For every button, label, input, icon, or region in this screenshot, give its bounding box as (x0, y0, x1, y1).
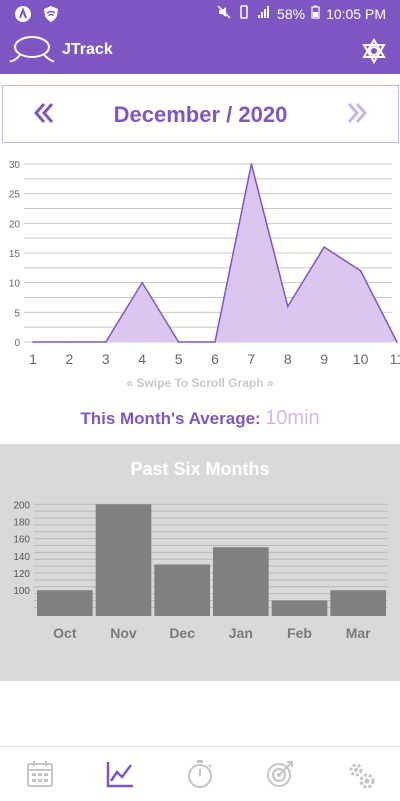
target-icon[interactable] (265, 759, 295, 794)
chart-icon[interactable] (105, 759, 135, 794)
month-label: December / 2020 (113, 102, 288, 127)
bar (37, 590, 93, 616)
x-tick-label: 2 (66, 351, 74, 367)
x-tick-label: Feb (287, 625, 312, 641)
month-navigator: December / 2020 (2, 85, 399, 143)
double-chevron-left-icon[interactable] (31, 98, 57, 133)
data-point (141, 281, 143, 284)
y-tick-label: 10 (9, 279, 21, 290)
battery-text: 58% (277, 5, 306, 22)
x-tick-label: Jan (229, 625, 253, 641)
y-tick-label: 200 (13, 500, 30, 511)
x-tick-label: 3 (102, 351, 110, 367)
mute-icon (217, 5, 231, 22)
x-tick-label: 10 (353, 351, 369, 367)
x-tick-label: 9 (320, 351, 328, 367)
y-tick-label: 0 (14, 338, 20, 349)
past-six-months-panel: Past Six Months 100 120 140 160 180 200 Oct Nov… (0, 444, 400, 681)
double-chevron-right-icon[interactable] (344, 98, 370, 133)
vibrate-icon (237, 5, 251, 22)
x-tick-label: Nov (110, 625, 137, 641)
data-point (287, 305, 289, 308)
bar (271, 600, 328, 616)
notification-icon (14, 5, 32, 26)
battery-icon (311, 5, 320, 22)
bar (330, 590, 386, 616)
x-tick-label: 4 (138, 351, 146, 367)
past-six-months-bar-chart: 100 120 140 160 180 200 Oct Nov Dec Jan Feb Mar (13, 500, 388, 641)
data-point (177, 341, 180, 343)
y-tick-label: 160 (13, 535, 30, 546)
x-tick-label: 7 (248, 351, 256, 367)
x-tick-label: Mar (346, 625, 371, 641)
data-point (32, 341, 34, 343)
average-value: 10min (265, 407, 320, 429)
calendar-icon[interactable] (25, 759, 55, 794)
shield-icon (42, 5, 60, 26)
status-bar: 58% 10:05 PM (0, 0, 400, 28)
past-six-months-title: Past Six Months (130, 459, 270, 479)
data-point (68, 341, 71, 343)
bar (154, 564, 210, 616)
settings-gears-icon[interactable] (345, 759, 377, 796)
area-fill (33, 164, 397, 342)
monthly-area-chart[interactable]: 0 5 10 15 20 25 30 1 2 3 4 5 6 7 8 9 10 11 (0, 150, 400, 374)
lasso-logo-icon (8, 34, 56, 73)
stopwatch-icon[interactable] (185, 759, 215, 794)
y-tick-label: 180 (13, 517, 30, 528)
data-point (323, 246, 326, 248)
y-tick-label: 140 (13, 552, 30, 563)
y-tick-label: 5 (14, 308, 20, 319)
data-point (396, 341, 398, 343)
data-point (105, 341, 107, 343)
app-title: JTrack (62, 41, 113, 58)
bottom-navigation (0, 746, 400, 801)
bar (213, 547, 269, 616)
clock-text: 10:05 PM (326, 5, 386, 22)
bar (95, 504, 152, 616)
x-tick-label: 5 (175, 351, 183, 367)
settings-icon[interactable] (360, 37, 388, 70)
data-point (214, 341, 216, 343)
y-tick-label: 120 (13, 569, 30, 580)
monthly-average: This Month's Average: 10min (0, 407, 400, 430)
app-bar: JTrack (0, 28, 400, 74)
x-tick-label: 11 (390, 351, 400, 367)
y-tick-label: 15 (9, 249, 21, 260)
y-tick-label: 100 (13, 586, 30, 597)
y-tick-label: 30 (9, 160, 21, 171)
average-label: This Month's Average: (80, 409, 261, 428)
x-tick-label: Oct (53, 625, 77, 641)
x-tick-label: Dec (169, 625, 195, 641)
data-point (250, 163, 253, 165)
signal-icon (257, 5, 271, 22)
x-tick-label: 1 (29, 351, 37, 367)
data-point (359, 270, 362, 272)
y-tick-label: 20 (9, 219, 21, 230)
x-tick-label: 8 (284, 351, 292, 367)
x-tick-label: 6 (211, 351, 219, 367)
swipe-hint: « Swipe To Scroll Graph » (126, 376, 274, 390)
y-tick-label: 25 (9, 190, 21, 201)
